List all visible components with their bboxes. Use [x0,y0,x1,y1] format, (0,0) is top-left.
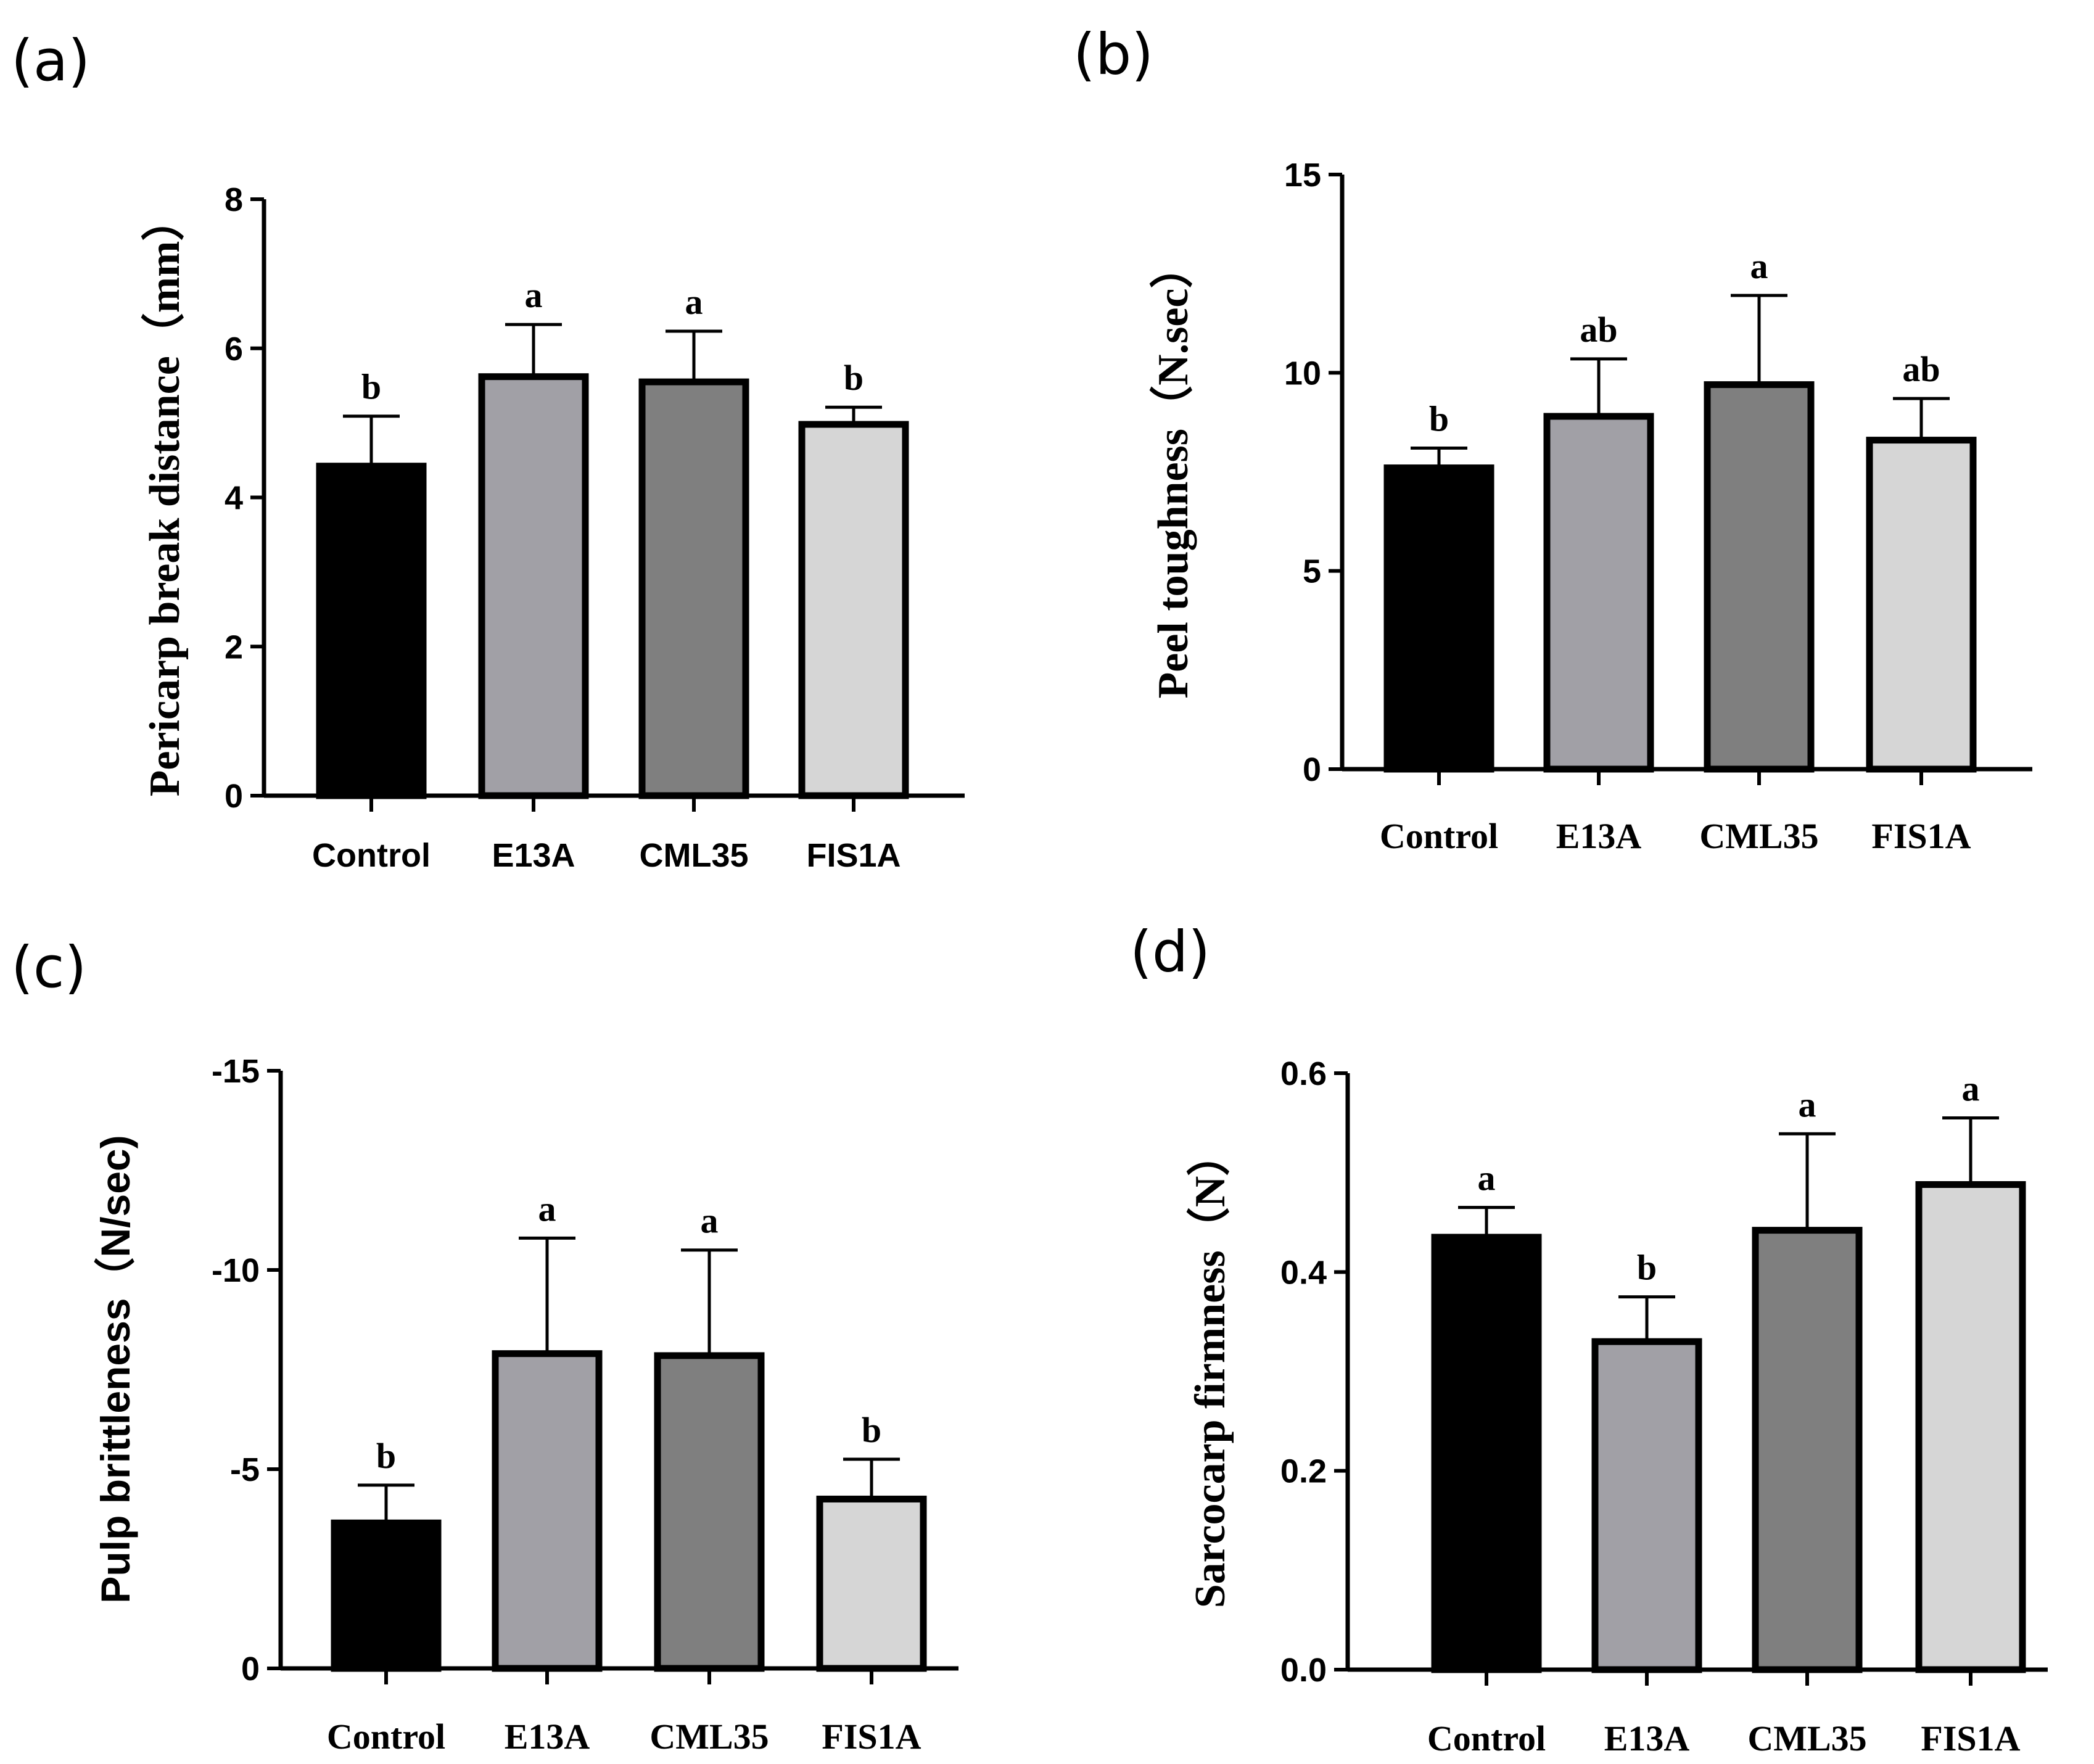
significance-label: a [1962,1069,1980,1109]
significance-label: b [844,358,864,398]
panel-c: (c) Pulp brittleness（N/sec) 0 -5 -10 -15 Co… [11,934,958,1757]
y-tick-label: 0.6 [1280,1055,1327,1092]
y-axis-label-a: Pericarp break distance（mm） [141,198,189,797]
panel-label-d: (d) [1130,919,1210,985]
y-tick-label: -15 [212,1053,260,1090]
x-tick-label: FIS1A [1921,1718,2020,1758]
bar [1591,1338,1702,1673]
x-tick-label: E13A [1556,816,1642,856]
significance-label: b [1429,398,1449,439]
x-tick-label: E13A [492,837,575,874]
y-tick-label: 0 [241,1651,260,1688]
significance-label: ab [1580,310,1617,350]
y-tick-label: 5 [1303,553,1321,590]
bar [638,378,749,799]
bar [1543,413,1654,773]
y-tick-label: 15 [1284,157,1321,194]
bar [1704,381,1815,773]
significance-label: a [1478,1158,1496,1198]
significance-label: a [685,282,703,322]
y-ticks-b: 0 5 10 15 [1284,157,1342,788]
x-tick-label: CML35 [649,1717,769,1757]
bar [798,421,909,799]
y-tick-label: 0 [225,778,243,815]
panel-label-b: (b) [1073,22,1153,88]
x-ticks-c: Control E13A CML35 FIS1A [327,1668,921,1757]
y-tick-label: 8 [225,181,243,218]
x-tick-label: Control [312,837,431,874]
y-tick-label: 0.4 [1280,1254,1327,1291]
x-tick-label: FIS1A [822,1717,921,1757]
bar [1431,1234,1542,1673]
significance-label: b [376,1436,396,1476]
bar [1866,437,1977,773]
bar [816,1495,927,1672]
x-ticks-d: Control E13A CML35 FIS1A [1427,1670,2021,1758]
significance-label: b [361,367,381,407]
panel-b: (b) Peel toughness（N.sec） 0 5 10 15 Control… [1073,22,2032,856]
significance-label: ab [1902,349,1940,389]
x-ticks-b: Control E13A CML35 FIS1A [1380,769,1971,856]
y-axis-label-c: Pulp brittleness（N/sec) [93,1135,138,1603]
significance-label: a [1750,246,1768,286]
significance-label: a [1799,1084,1816,1124]
x-ticks-a: Control E13A CML35 FIS1A [312,796,901,874]
x-tick-label: Control [1380,816,1498,856]
bars-b: b ab a ab [1383,246,1977,773]
y-tick-label: 10 [1284,355,1321,392]
x-tick-label: FIS1A [1871,816,1971,856]
y-tick-label: 6 [225,331,243,368]
significance-label: a [525,275,543,315]
bar [1915,1181,2026,1673]
panel-label-a: (a) [11,28,90,94]
x-tick-label: CML35 [1699,816,1818,856]
y-axis-label-d: Sarcocarp firmness（N） [1186,1133,1234,1609]
y-tick-label: -5 [230,1451,260,1488]
panel-d: (d) Sarcocarp firmness（N） 0.0 0.2 0.4 0.6 C… [1130,919,2048,1758]
significance-label: a [538,1189,556,1229]
y-tick-label: 2 [225,629,243,666]
x-tick-label: CML35 [639,837,748,874]
bar [654,1352,765,1672]
y-tick-label: 0 [1303,751,1321,788]
x-tick-label: E13A [1604,1718,1690,1758]
x-tick-label: CML35 [1747,1718,1866,1758]
x-tick-label: E13A [505,1717,590,1757]
bar [1752,1227,1863,1673]
y-ticks-a: 0 2 4 6 8 [225,181,264,815]
bar [331,1519,442,1672]
y-ticks-c: 0 -5 -10 -15 [212,1053,281,1688]
bar [316,463,427,799]
bars-c: b a a b [331,1189,927,1672]
panel-a: (a) Pericarp break distance（mm） 0 2 4 6 8 Co… [11,28,965,874]
bar [492,1350,603,1672]
bar [1383,464,1494,773]
y-axis-label-b: Peel toughness（N.sec） [1149,245,1197,699]
y-ticks-d: 0.0 0.2 0.4 0.6 [1280,1055,1348,1689]
bars-a: b a a b [316,275,909,799]
significance-label: b [1637,1248,1657,1288]
y-tick-label: -10 [212,1252,260,1289]
significance-label: b [862,1410,881,1450]
x-tick-label: Control [327,1717,445,1757]
significance-label: a [701,1201,719,1241]
x-tick-label: FIS1A [806,837,901,874]
y-tick-label: 4 [225,480,243,517]
bars-d: a b a a [1431,1069,2026,1673]
y-tick-label: 0.2 [1280,1453,1327,1490]
bar [478,373,589,799]
y-tick-label: 0.0 [1280,1652,1327,1689]
panel-label-c: (c) [11,934,86,1000]
x-tick-label: Control [1427,1718,1546,1758]
